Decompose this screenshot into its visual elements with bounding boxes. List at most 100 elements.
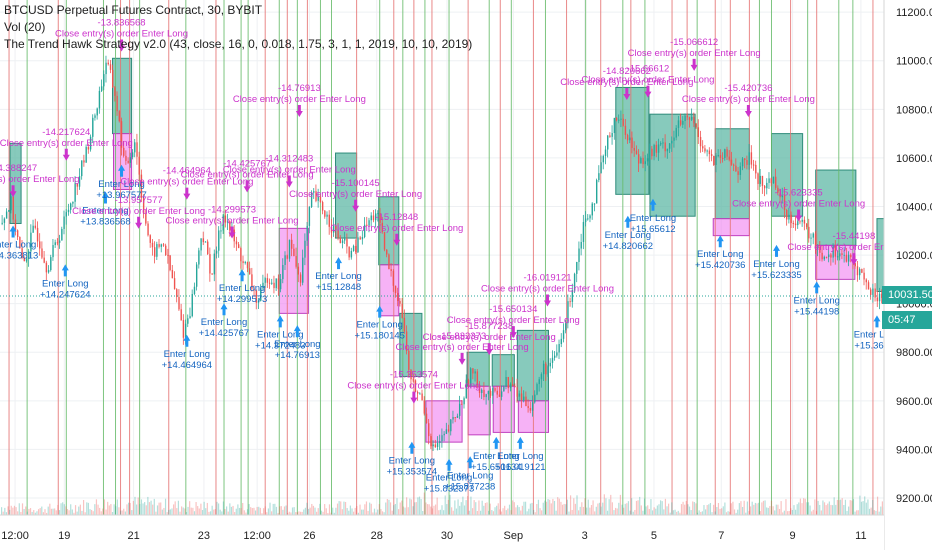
volume-bar xyxy=(137,497,139,515)
candle-body xyxy=(534,394,536,403)
candle-body xyxy=(432,444,434,447)
legend-volume[interactable]: Vol (20) xyxy=(4,20,46,34)
candle-body xyxy=(235,241,238,245)
close-label: Close entry(s) order Enter Long xyxy=(787,242,920,253)
volume-bar xyxy=(359,504,361,515)
candle-body xyxy=(89,136,92,150)
volume-bar xyxy=(780,501,782,515)
volume-bar xyxy=(312,505,315,515)
volume-bar xyxy=(479,510,482,515)
candle-body xyxy=(708,150,711,155)
close-label: Close entry(s) order Enter Long xyxy=(55,28,188,39)
volume-bar xyxy=(600,506,602,515)
candle-body xyxy=(465,379,468,399)
candle-body xyxy=(103,74,105,87)
candle-body xyxy=(257,300,260,303)
candle-body xyxy=(160,244,163,247)
buy-amount: +15.832373 xyxy=(424,484,474,495)
candle-body xyxy=(715,155,717,165)
countdown-tag: 05:47 xyxy=(882,311,932,329)
buy-arrow-icon xyxy=(9,225,17,238)
candle-body xyxy=(775,176,777,188)
candle-body xyxy=(253,288,255,291)
volume-bar xyxy=(214,509,216,515)
buy-arrow-icon xyxy=(293,325,301,338)
candle-body xyxy=(821,252,823,260)
candle-body xyxy=(671,140,673,144)
volume-bar xyxy=(576,495,578,515)
candle-body xyxy=(463,398,465,405)
volume-bar xyxy=(680,504,683,515)
volume-bar xyxy=(594,511,596,515)
candle-body xyxy=(783,195,786,211)
candle-body xyxy=(169,255,171,270)
candle-body xyxy=(609,135,611,137)
candle-body xyxy=(39,241,41,249)
volume-bar xyxy=(560,501,562,515)
volume-bar xyxy=(549,499,551,515)
candle-body xyxy=(856,266,859,276)
volume-bar xyxy=(352,511,355,515)
candle-body xyxy=(483,389,485,398)
volume-bar xyxy=(825,505,827,515)
candle-body xyxy=(74,183,76,202)
candle-body xyxy=(125,155,127,161)
candle-body xyxy=(717,155,719,157)
sell-arrow-icon xyxy=(243,180,251,193)
candle-body xyxy=(233,229,235,242)
candle-body xyxy=(571,290,574,302)
candle-body xyxy=(107,62,109,65)
volume-bar xyxy=(13,505,16,515)
sell-arrow-icon xyxy=(183,187,191,200)
volume-bar xyxy=(647,505,649,515)
close-label: Close entry(s) order Enter Long xyxy=(72,206,205,217)
legend-strategy[interactable]: The Trend Hawk Strategy v2.0 (43, close,… xyxy=(4,37,473,51)
volume-bar xyxy=(271,511,273,515)
volume-bar xyxy=(515,507,517,515)
candle-body xyxy=(748,152,750,165)
volume-bar xyxy=(725,512,728,515)
volume-bar xyxy=(446,504,448,515)
buy-amount: +15.65612 xyxy=(630,224,675,235)
volume-bar xyxy=(584,498,586,515)
volume-bar xyxy=(573,498,575,515)
sell-arrow-icon xyxy=(285,175,293,188)
volume-bar xyxy=(708,504,710,515)
candle-body xyxy=(750,152,753,165)
candle-body xyxy=(339,237,342,243)
candle-body xyxy=(642,157,644,165)
close-amount: -14.464964 xyxy=(163,166,211,177)
volume-bar xyxy=(545,501,548,515)
candle-body xyxy=(761,175,764,186)
candle-body xyxy=(854,263,856,267)
volume-bar xyxy=(634,509,636,515)
candle-body xyxy=(704,148,706,152)
volume-bar xyxy=(555,510,557,515)
legend-symbol[interactable]: BTCUSD Perpetual Futures Contract, 30, B… xyxy=(4,3,263,17)
volume-bar xyxy=(443,510,445,515)
volume-bar xyxy=(528,508,530,515)
candle-body xyxy=(872,288,874,295)
volume-bar xyxy=(73,512,75,515)
volume-bar xyxy=(47,506,49,515)
volume-bar xyxy=(213,509,215,515)
sell-arrow-icon xyxy=(135,216,143,229)
candle-body xyxy=(386,249,388,255)
candle-body xyxy=(808,226,810,239)
volume-bar xyxy=(95,499,98,515)
candle-body xyxy=(273,282,275,289)
trade-box-profit xyxy=(876,218,885,293)
candle-body xyxy=(518,393,521,397)
volume-bar xyxy=(724,502,726,515)
candle-body xyxy=(76,183,79,187)
volume-bar xyxy=(296,512,298,515)
volume-bar xyxy=(553,500,556,515)
volume-bar xyxy=(733,509,736,515)
volume-bar xyxy=(523,501,525,515)
x-tick-label: 23 xyxy=(198,530,210,542)
volume-bar xyxy=(534,512,536,515)
volume-bar xyxy=(803,498,805,515)
volume-bar xyxy=(682,501,684,515)
